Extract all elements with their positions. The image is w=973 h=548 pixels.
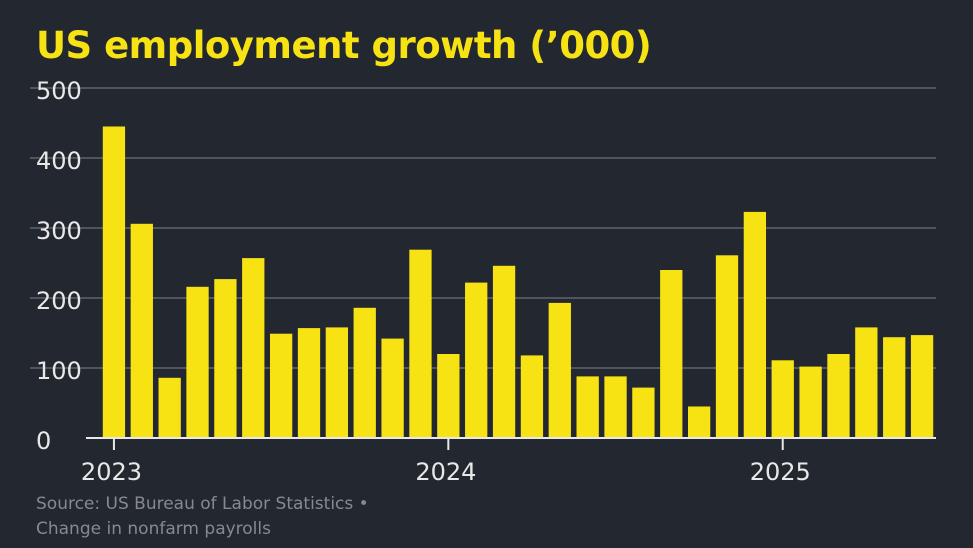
bar-13 <box>465 282 488 438</box>
y-tick-label-400: 400 <box>36 147 82 175</box>
source-line-2: Change in nonfarm payrolls <box>36 519 271 539</box>
bar-19 <box>632 387 655 438</box>
x-tick-label-2023: 2023 <box>81 458 142 486</box>
chart-title: US employment growth (’000) <box>36 24 652 67</box>
bar-25 <box>799 366 822 438</box>
bar-5 <box>242 258 265 438</box>
x-tick-label-2024: 2024 <box>415 458 476 486</box>
y-tick-label-100: 100 <box>36 357 82 385</box>
bar-3 <box>186 286 209 438</box>
bar-4 <box>214 279 237 438</box>
y-tick-label-300: 300 <box>36 217 82 245</box>
y-tick-label-500: 500 <box>36 77 82 105</box>
y-tick-label-200: 200 <box>36 287 82 315</box>
bar-12 <box>437 354 460 438</box>
bar-26 <box>827 354 850 438</box>
bar-0 <box>102 126 126 438</box>
x-tick-label-2025: 2025 <box>750 458 811 486</box>
bar-16 <box>548 302 571 438</box>
bar-10 <box>381 338 404 438</box>
source-line-1: Source: US Bureau of Labor Statistics • <box>36 494 369 514</box>
bar-9 <box>353 307 376 438</box>
bar-7 <box>297 328 321 438</box>
bar-20 <box>660 270 683 438</box>
bar-14 <box>492 265 516 438</box>
bar-15 <box>520 355 544 438</box>
bar-29 <box>910 335 934 438</box>
bar-6 <box>269 333 293 438</box>
bar-22 <box>715 255 739 438</box>
bar-21 <box>687 406 711 438</box>
bar-18 <box>604 376 627 438</box>
bar-2 <box>158 377 181 438</box>
bar-24 <box>771 360 794 438</box>
bar-11 <box>409 249 432 438</box>
bar-23 <box>743 211 767 438</box>
bar-17 <box>576 376 599 438</box>
bar-28 <box>883 337 906 438</box>
y-tick-label-0: 0 <box>36 427 51 455</box>
bar-8 <box>325 327 349 438</box>
source-note: Source: US Bureau of Labor Statistics • … <box>36 492 369 542</box>
bar-1 <box>130 223 153 438</box>
bar-27 <box>855 327 878 438</box>
